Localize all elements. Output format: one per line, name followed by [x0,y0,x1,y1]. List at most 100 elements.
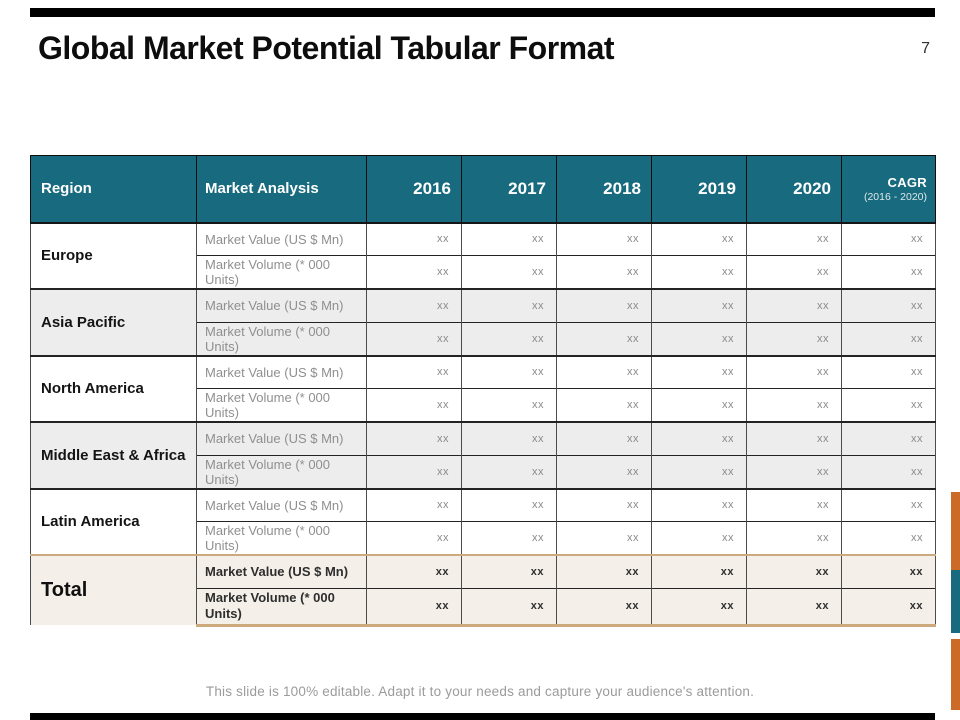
header-year-2020: 2020 [746,155,842,224]
right-accent-bar-orange-top [951,492,960,570]
region-cell: North America [30,354,197,422]
metric-label-cell: Market Volume (* 000 Units) [196,454,367,489]
header-year-2019: 2019 [651,155,747,224]
right-accent-bar-teal [951,570,960,633]
value-cell: xx [556,587,652,627]
value-cell: xx [651,487,747,522]
value-cell: xx [841,487,936,522]
value-cell: xx [366,221,462,256]
value-cell: xx [746,487,842,522]
value-cell: xx [746,288,842,322]
value-cell: xx [556,221,652,256]
value-cell: xx [366,521,462,555]
value-cell: xx [651,288,747,322]
table-header: Region Market Analysis 2016 2017 2018 20… [30,155,936,224]
value-cell: xx [841,288,936,322]
value-cell: xx [461,255,557,289]
value-cell: xx [841,587,936,627]
value-cell: xx [366,487,462,522]
value-cell: xx [461,521,557,555]
table-row: Latin America Market Value (US $ Mn) xx xx x… [30,487,936,555]
table-row: Asia Pacific Market Value (US $ Mn) xx xx xx… [30,288,936,356]
table-row: Market Volume (* 000 Units) xx xx xx xx xx xx [31,454,936,489]
table-row: Europe Market Value (US $ Mn) xx xx xx xx xx xx [30,221,936,289]
metric-label-cell: Market Volume (* 000 Units) [196,255,367,289]
value-cell: xx [746,521,842,555]
total-label-cell: Total [30,554,197,625]
value-cell: xx [746,255,842,289]
value-cell: xx [556,288,652,322]
value-cell: xx [841,554,936,588]
value-cell: xx [841,354,936,389]
value-cell: xx [841,421,936,455]
value-cell: xx [746,321,842,356]
region-cell: Middle East & Africa [30,421,197,489]
metric-label-cell: Market Volume (* 000 Units) [196,388,367,422]
value-cell: xx [841,454,936,489]
value-cell: xx [366,587,462,627]
value-cell: xx [461,321,557,356]
header-cagr: CAGR (2016 - 2020) [841,155,936,224]
table-row: Market Volume (* 000 Units) xx xx xx xx xx xx [31,321,936,356]
value-cell: xx [651,354,747,389]
value-cell: xx [841,521,936,555]
value-cell: xx [366,421,462,455]
value-cell: xx [651,321,747,356]
table-body: Europe Market Value (US $ Mn) xx xx xx xx xx xx… [30,221,936,627]
market-potential-table: Region Market Analysis 2016 2017 2018 20… [30,155,936,627]
region-cell: Latin America [30,487,197,555]
value-cell: xx [556,321,652,356]
value-cell: xx [651,454,747,489]
value-cell: xx [461,487,557,522]
value-cell: xx [461,288,557,322]
metric-label-cell: Market Value (US $ Mn) [196,554,367,588]
metric-label-cell: Market Volume (* 000 Units) [196,521,367,555]
metric-label-cell: Market Volume (* 000 Units) [196,587,367,627]
value-cell: xx [651,255,747,289]
value-cell: xx [366,321,462,356]
value-cell: xx [556,354,652,389]
value-cell: xx [366,288,462,322]
metric-label-cell: Market Value (US $ Mn) [196,221,367,256]
value-cell: xx [651,221,747,256]
value-cell: xx [461,421,557,455]
value-cell: xx [651,388,747,422]
value-cell: xx [841,255,936,289]
value-cell: xx [841,321,936,356]
slide-title: Global Market Potential Tabular Format [38,30,615,66]
value-cell: xx [746,354,842,389]
header-region: Region [30,155,197,224]
value-cell: xx [366,255,462,289]
table-row: North America Market Value (US $ Mn) xx xx x… [30,354,936,422]
header-year-2017: 2017 [461,155,557,224]
table-row: Market Volume (* 000 Units) xx xx xx xx xx xx [31,521,936,555]
header-year-2018: 2018 [556,155,652,224]
total-row: Market Volume (* 000 Units) xx xx xx xx xx xx [31,587,936,627]
header-year-2016: 2016 [366,155,462,224]
value-cell: xx [651,587,747,627]
value-cell: xx [556,554,652,588]
total-row: Total Market Value (US $ Mn) xx xx xx xx xx xx [30,554,936,625]
region-cell: Europe [30,221,197,289]
value-cell: xx [746,454,842,489]
table-row: Middle East & Africa Market Value (US $ M… [30,421,936,489]
value-cell: xx [556,421,652,455]
cagr-label: CAGR [887,174,927,190]
value-cell: xx [461,587,557,627]
value-cell: xx [746,221,842,256]
metric-label-cell: Market Value (US $ Mn) [196,288,367,322]
metric-label-cell: Market Value (US $ Mn) [196,421,367,455]
value-cell: xx [746,388,842,422]
value-cell: xx [556,454,652,489]
metric-label-cell: Market Volume (* 000 Units) [196,321,367,356]
value-cell: xx [461,354,557,389]
value-cell: xx [556,521,652,555]
value-cell: xx [461,554,557,588]
value-cell: xx [461,221,557,256]
value-cell: xx [366,554,462,588]
value-cell: xx [461,454,557,489]
metric-label-cell: Market Value (US $ Mn) [196,487,367,522]
right-accent-bar-orange-bottom [951,639,960,710]
value-cell: xx [746,421,842,455]
